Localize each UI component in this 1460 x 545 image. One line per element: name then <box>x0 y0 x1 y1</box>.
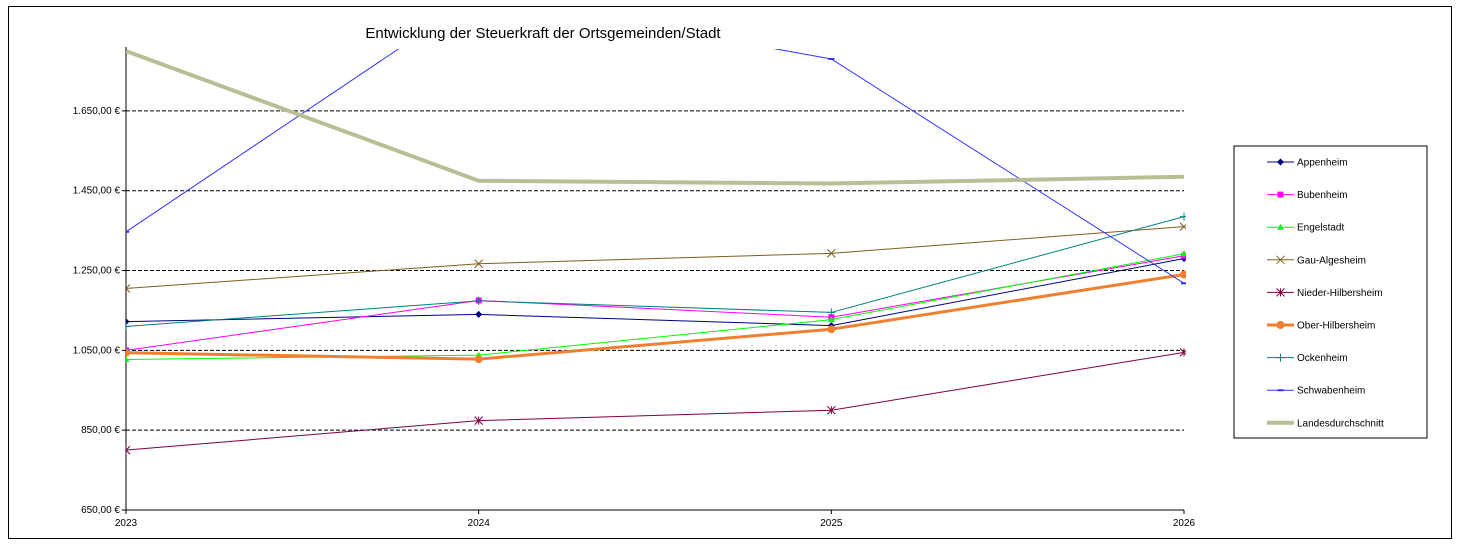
legend-item-landesdurchschnitt: Landesdurchschnitt <box>1267 418 1384 429</box>
data-point-stroke <box>126 449 131 455</box>
legend-label: Engelstadt <box>1297 223 1344 234</box>
data-point <box>1180 212 1186 221</box>
x-tick-label: 2026 <box>1173 518 1196 529</box>
x-tick-label: 2024 <box>468 518 491 529</box>
data-point-stroke <box>126 287 131 293</box>
legend-label: Nieder-Hilbersheim <box>1297 288 1383 299</box>
chart-title: Entwicklung der Steuerkraft der Ortsgeme… <box>365 25 721 42</box>
series-line-appenheim <box>126 258 1185 327</box>
data-point <box>827 308 836 317</box>
data-point <box>1180 270 1186 279</box>
data-point <box>474 355 483 364</box>
series-line-nieder-hilbersheim <box>126 351 1185 451</box>
data-point <box>1277 223 1284 230</box>
legend-item-schwabenheim: Schwabenheim <box>1267 386 1365 397</box>
data-point-stroke <box>826 249 836 258</box>
data-point <box>1277 158 1284 166</box>
series-line-bubenheim <box>126 255 1185 351</box>
data-point <box>1276 255 1285 265</box>
series-nieder-hilbersheim <box>126 347 1186 455</box>
legend-label: Ockenheim <box>1297 353 1348 364</box>
data-point-stroke <box>474 259 484 269</box>
legend-label: Appenheim <box>1297 158 1348 169</box>
series-ockenheim <box>126 212 1186 331</box>
data-point <box>1276 321 1285 329</box>
series-line-ober-hilbersheim <box>126 273 1185 361</box>
data-point <box>126 284 131 293</box>
data-point-stroke <box>126 445 131 451</box>
series-ober-hilbersheim <box>126 270 1186 364</box>
data-point <box>126 356 130 363</box>
data-point-stroke <box>126 284 131 290</box>
chart-frame: Entwicklung der Steuerkraft der Ortsgeme… <box>8 6 1452 539</box>
legend-label: Landesdurchschnitt <box>1297 418 1384 429</box>
data-point <box>827 316 835 323</box>
data-point <box>826 405 836 415</box>
data-point <box>826 249 836 258</box>
data-point <box>126 318 130 326</box>
series-gau-algesheim <box>126 222 1186 293</box>
series-line-ockenheim <box>126 216 1185 327</box>
y-tick-label: 1.250,00 € <box>73 266 121 277</box>
legend-label: Bubenheim <box>1297 190 1348 201</box>
data-point <box>126 348 130 357</box>
data-point-stroke <box>1276 255 1285 265</box>
series-line-gau-algesheim <box>126 226 1185 289</box>
data-point <box>1179 222 1186 231</box>
series-landesdurchschnitt <box>126 49 1185 186</box>
data-point <box>474 259 484 269</box>
legend-label: Schwabenheim <box>1297 386 1365 397</box>
y-tick-label: 850,00 € <box>81 425 120 436</box>
y-tick-label: 1.650,00 € <box>73 106 121 117</box>
series-line-schwabenheim <box>126 49 1185 284</box>
data-point <box>827 325 836 334</box>
legend-item-ockenheim: Ockenheim <box>1267 353 1348 364</box>
data-point <box>474 416 484 425</box>
legend-box <box>1233 145 1428 439</box>
legend-item-ober-hilbersheim: Ober-Hilbersheim <box>1267 321 1375 332</box>
data-point <box>1277 191 1284 198</box>
legend-item-engelstadt: Engelstadt <box>1267 223 1344 234</box>
data-point <box>1179 347 1186 357</box>
x-tick-label: 2025 <box>820 518 843 529</box>
data-point <box>126 322 130 331</box>
series-schwabenheim <box>126 49 1186 285</box>
data-point <box>475 310 483 318</box>
y-tick-label: 650,00 € <box>81 505 120 516</box>
y-tick-label: 1.450,00 € <box>73 186 121 197</box>
x-tick-label: 2023 <box>115 518 138 529</box>
legend-item-gau-algesheim: Gau-Algesheim <box>1267 255 1366 266</box>
legend-item-appenheim: Appenheim <box>1267 158 1348 169</box>
data-point <box>1276 353 1285 362</box>
data-point <box>1276 288 1285 297</box>
data-point <box>474 296 483 305</box>
legend-label: Gau-Algesheim <box>1297 255 1366 266</box>
legend-item-nieder-hilbersheim: Nieder-Hilbersheim <box>1267 288 1383 299</box>
y-tick-label: 1.050,00 € <box>73 345 121 356</box>
data-point <box>126 445 131 455</box>
data-point <box>1180 250 1186 257</box>
chart-canvas: Entwicklung der Steuerkraft der Ortsgeme… <box>73 25 1428 529</box>
series-bubenheim <box>126 252 1186 354</box>
legend-item-bubenheim: Bubenheim <box>1267 190 1348 201</box>
data-point-stroke <box>1179 223 1186 231</box>
legend-label: Ober-Hilbersheim <box>1297 321 1375 332</box>
series-appenheim <box>126 255 1186 330</box>
series-line-landesdurchschnitt <box>126 49 1185 186</box>
